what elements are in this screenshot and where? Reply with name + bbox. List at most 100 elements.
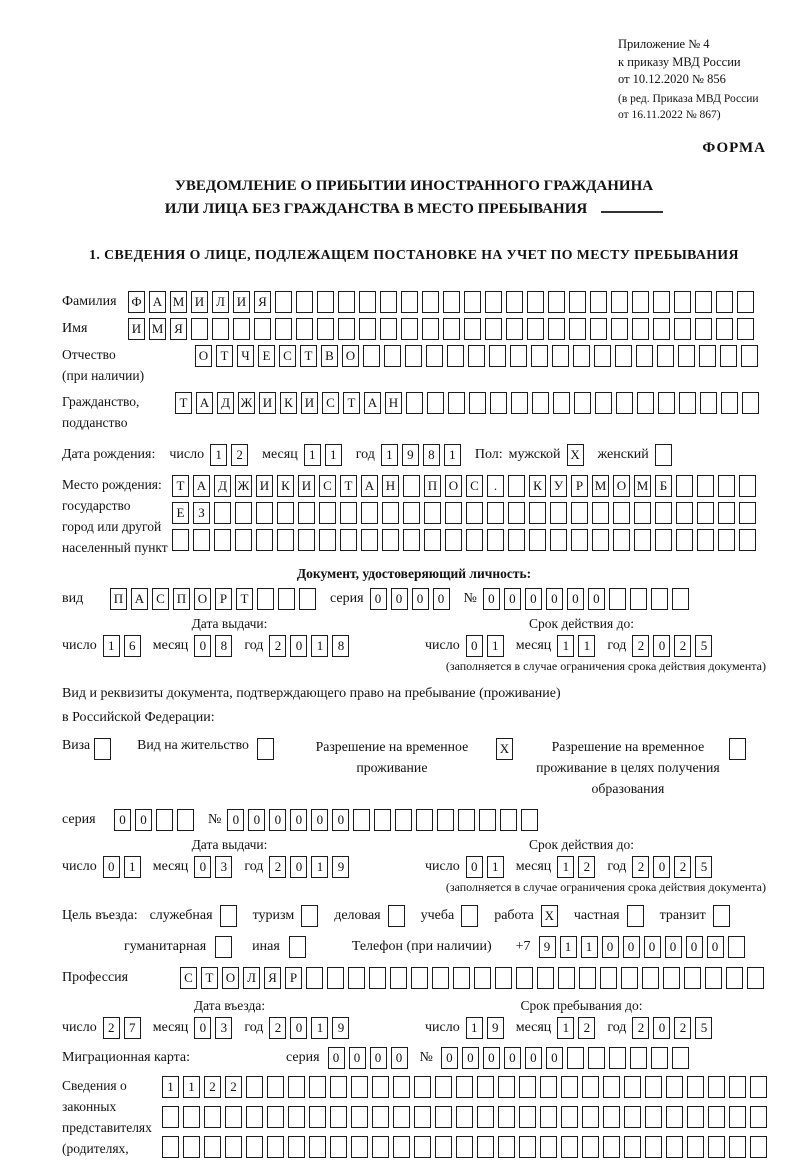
form-cell[interactable] <box>592 529 609 552</box>
form-cell[interactable] <box>590 291 607 314</box>
form-cell[interactable] <box>277 529 294 552</box>
form-cell[interactable]: Е <box>258 345 275 368</box>
form-cell[interactable] <box>214 502 231 525</box>
form-cell[interactable] <box>608 1047 626 1070</box>
form-cell[interactable] <box>676 529 693 552</box>
form-cell[interactable]: Ж <box>235 475 252 498</box>
form-cell[interactable]: 0 <box>653 1017 671 1040</box>
form-cell[interactable]: 1 <box>578 634 596 657</box>
form-cell[interactable]: А <box>364 392 381 415</box>
form-cell[interactable] <box>256 738 274 761</box>
form-cell[interactable] <box>590 318 607 341</box>
form-cell[interactable] <box>156 809 173 832</box>
form-cell[interactable] <box>741 345 758 368</box>
form-cell[interactable] <box>456 1076 473 1099</box>
form-cell[interactable]: Б <box>655 475 672 498</box>
form-cell[interactable] <box>288 1076 305 1099</box>
form-cell[interactable]: К <box>277 475 294 498</box>
form-cell[interactable] <box>427 392 444 415</box>
form-cell[interactable]: 1 <box>465 1017 483 1040</box>
form-cell[interactable]: 0 <box>411 587 429 610</box>
form-cell[interactable] <box>443 291 460 314</box>
form-cell[interactable] <box>540 1076 557 1099</box>
form-cell[interactable] <box>634 502 651 525</box>
form-cell[interactable] <box>432 967 449 990</box>
form-cell[interactable] <box>204 1136 221 1159</box>
form-cell[interactable] <box>750 1136 767 1159</box>
form-cell[interactable]: 0 <box>524 587 542 610</box>
form-cell[interactable]: О <box>613 475 630 498</box>
form-cell[interactable]: А <box>193 475 210 498</box>
form-cell[interactable]: 0 <box>503 587 521 610</box>
form-cell[interactable]: Л <box>212 291 229 314</box>
form-cell[interactable]: 0 <box>369 1047 387 1070</box>
form-cell[interactable] <box>306 967 323 990</box>
form-cell[interactable] <box>275 318 292 341</box>
form-cell[interactable]: 9 <box>401 444 419 467</box>
form-cell[interactable]: Т <box>340 475 357 498</box>
form-cell[interactable]: И <box>301 392 318 415</box>
form-cell[interactable] <box>278 587 295 610</box>
form-cell[interactable] <box>594 345 611 368</box>
form-cell[interactable] <box>508 502 525 525</box>
form-cell[interactable] <box>445 529 462 552</box>
form-cell[interactable] <box>721 392 738 415</box>
form-cell[interactable] <box>705 967 722 990</box>
form-cell[interactable] <box>571 502 588 525</box>
form-cell[interactable] <box>603 1106 620 1129</box>
form-cell[interactable] <box>540 1136 557 1159</box>
form-cell[interactable]: А <box>149 291 166 314</box>
form-cell[interactable] <box>540 1106 557 1129</box>
form-cell[interactable]: И <box>259 392 276 415</box>
form-cell[interactable] <box>267 1106 284 1129</box>
form-cell[interactable]: 1 <box>557 856 575 879</box>
form-cell[interactable]: 9 <box>486 1017 504 1040</box>
form-cell[interactable]: З <box>193 502 210 525</box>
form-cell[interactable] <box>650 1047 668 1070</box>
form-cell[interactable] <box>519 1076 536 1099</box>
form-cell[interactable]: О <box>194 587 211 610</box>
form-cell[interactable] <box>443 318 460 341</box>
form-cell[interactable] <box>485 291 502 314</box>
form-cell[interactable]: П <box>110 587 127 610</box>
form-cell[interactable]: У <box>550 475 567 498</box>
form-cell[interactable]: 5 <box>695 634 713 657</box>
form-cell[interactable] <box>403 529 420 552</box>
form-cell[interactable]: 0 <box>653 634 671 657</box>
form-cell[interactable] <box>162 1106 179 1129</box>
form-cell[interactable] <box>558 967 575 990</box>
form-cell[interactable]: 0 <box>653 856 671 879</box>
form-cell[interactable] <box>296 291 313 314</box>
form-cell[interactable]: Р <box>571 475 588 498</box>
form-cell[interactable] <box>637 392 654 415</box>
form-cell[interactable] <box>489 345 506 368</box>
form-cell[interactable]: 1 <box>311 634 329 657</box>
form-cell[interactable] <box>716 291 733 314</box>
form-cell[interactable] <box>387 905 405 928</box>
form-cell[interactable]: 1 <box>311 856 329 879</box>
form-cell[interactable]: М <box>592 475 609 498</box>
form-cell[interactable]: Л <box>243 967 260 990</box>
form-cell[interactable]: 0 <box>524 1047 542 1070</box>
form-cell[interactable] <box>739 502 756 525</box>
form-cell[interactable] <box>361 529 378 552</box>
form-cell[interactable]: 2 <box>269 1017 287 1040</box>
form-cell[interactable] <box>663 967 680 990</box>
form-cell[interactable] <box>718 475 735 498</box>
form-cell[interactable]: 2 <box>632 634 650 657</box>
form-cell[interactable] <box>309 1076 326 1099</box>
form-cell[interactable]: И <box>298 475 315 498</box>
form-cell[interactable] <box>403 502 420 525</box>
form-cell[interactable] <box>468 345 485 368</box>
form-cell[interactable] <box>372 1136 389 1159</box>
form-cell[interactable]: И <box>233 291 250 314</box>
form-cell[interactable] <box>650 587 668 610</box>
form-cell[interactable]: 2 <box>632 856 650 879</box>
title-blank-field[interactable] <box>601 199 664 214</box>
form-cell[interactable] <box>469 392 486 415</box>
form-cell[interactable] <box>550 529 567 552</box>
form-cell[interactable] <box>437 809 455 832</box>
form-cell[interactable]: С <box>466 475 483 498</box>
form-cell[interactable]: 1 <box>303 444 321 467</box>
form-cell[interactable]: 2 <box>204 1076 221 1099</box>
